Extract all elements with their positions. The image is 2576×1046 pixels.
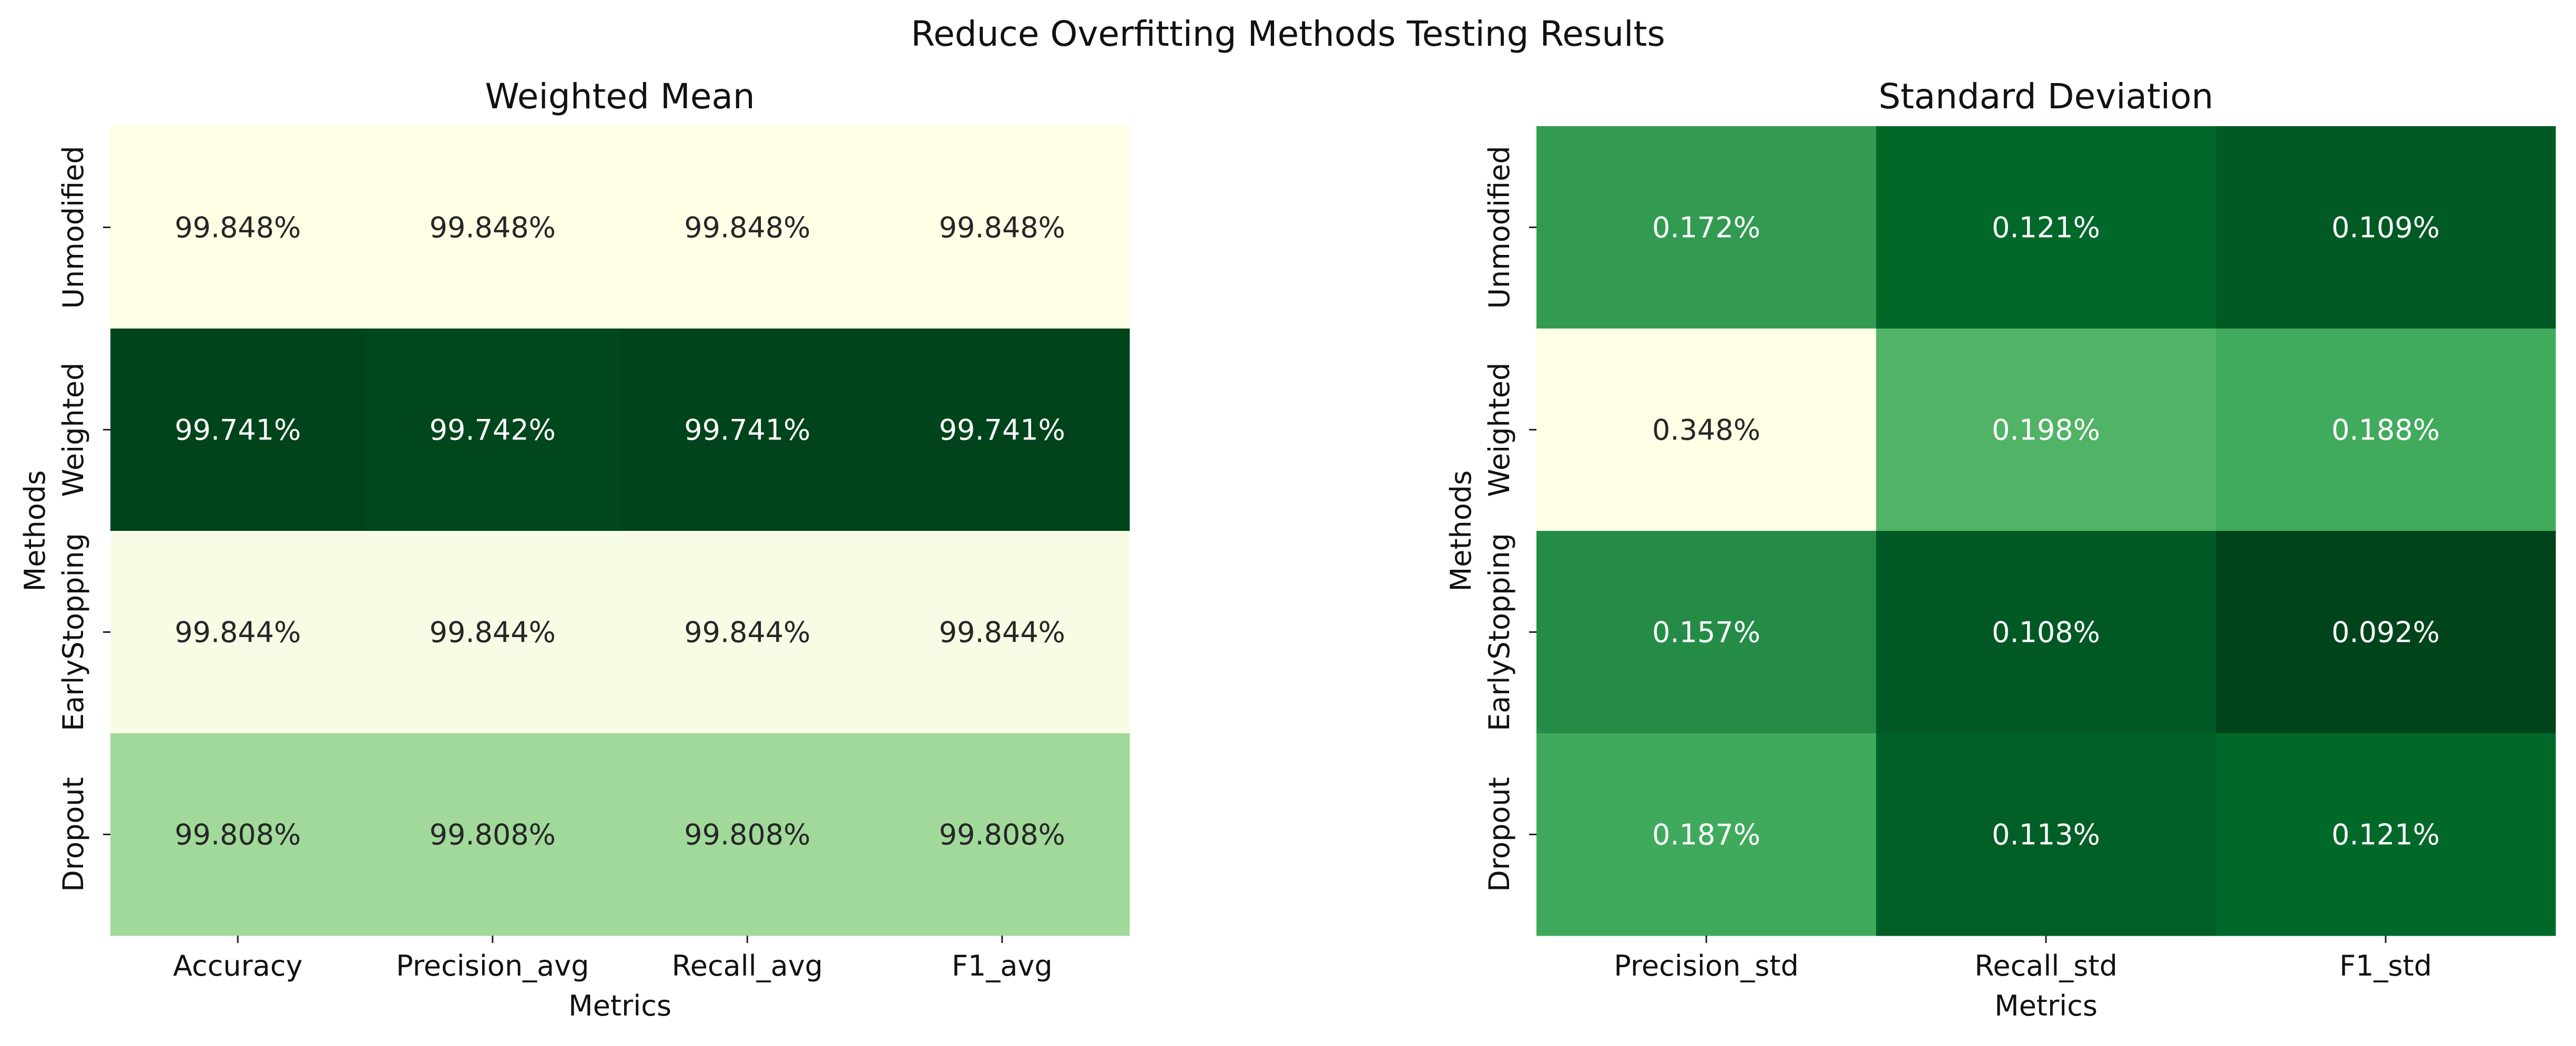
heatmap-cell <box>874 329 1130 531</box>
cell-value-label: 0.187% <box>1652 818 1760 852</box>
heatmap-cell <box>874 126 1130 329</box>
cell-value-label: 0.348% <box>1652 414 1760 447</box>
heatmap-cell <box>1536 126 1877 329</box>
y-tick-label: Weighted <box>1483 363 1516 497</box>
cell-value-label: 99.741% <box>684 414 810 447</box>
heatmap-cell <box>110 733 366 936</box>
figure-title: Reduce Overfitting Methods Testing Resul… <box>911 14 1665 54</box>
heatmap-cell <box>620 329 875 531</box>
heatmap-cell <box>874 733 1130 936</box>
heatmap-cell <box>1536 531 1877 734</box>
cell-value-label: 99.741% <box>175 414 301 447</box>
heatmap-cell <box>2216 329 2556 531</box>
panel-title: Weighted Mean <box>485 76 755 117</box>
cell-value-label: 99.844% <box>939 616 1065 649</box>
y-tick-label: Dropout <box>57 777 90 891</box>
heatmap-cell <box>2216 531 2556 734</box>
cell-value-label: 0.121% <box>2331 818 2440 852</box>
heatmap-cell <box>620 531 875 734</box>
cell-value-label: 99.848% <box>939 211 1065 244</box>
heatmap-cell <box>620 126 875 329</box>
cell-value-label: 99.808% <box>939 818 1065 852</box>
cell-value-label: 99.844% <box>684 616 810 649</box>
cell-value-label: 99.808% <box>175 818 301 852</box>
heatmap-cell <box>1876 329 2216 531</box>
panel-title: Standard Deviation <box>1879 76 2214 117</box>
x-axis-label: Metrics <box>1994 989 2098 1022</box>
y-tick-label: Unmodified <box>57 146 90 309</box>
x-tick-label: Precision_avg <box>396 949 589 982</box>
heatmap-cell <box>1876 531 2216 734</box>
y-axis-label: Methods <box>18 470 52 592</box>
heatmap-cell <box>1876 126 2216 329</box>
heatmap-cell <box>365 329 620 531</box>
heatmap-cell <box>874 531 1130 734</box>
y-tick-label: Weighted <box>57 363 90 497</box>
heatmap-panel-2: 0.172% 0.121% 0.109% 0.348% 0.198% 0.188% 0.15… <box>1444 76 2556 1022</box>
x-tick-label: F1_std <box>2339 949 2432 982</box>
heatmap-cell <box>1876 733 2216 936</box>
cell-value-label: 99.844% <box>430 616 556 649</box>
y-axis-label: Methods <box>1444 470 1478 592</box>
cell-value-label: 0.092% <box>2331 616 2440 649</box>
heatmap-cell <box>365 733 620 936</box>
cell-value-label: 0.121% <box>1992 211 2100 244</box>
cell-value-label: 0.113% <box>1992 818 2100 852</box>
heatmap-cell <box>110 126 366 329</box>
cell-value-label: 99.741% <box>939 414 1065 447</box>
heatmap-panel-1: 99.848% 99.848% 99.848% 99.848% 99.741% 99.74… <box>18 76 1130 1022</box>
heatmap-cell <box>365 126 620 329</box>
x-tick-label: Recall_avg <box>672 949 823 982</box>
heatmap-cell <box>1536 329 1877 531</box>
x-tick-label: F1_avg <box>952 949 1053 982</box>
cell-value-label: 99.742% <box>430 414 556 447</box>
x-axis-label: Metrics <box>568 989 671 1022</box>
cell-value-label: 99.808% <box>684 818 810 852</box>
y-tick-label: Dropout <box>1483 777 1516 891</box>
heatmap-cell <box>620 733 875 936</box>
heatmap-cell <box>2216 733 2556 936</box>
cell-value-label: 0.188% <box>2331 414 2440 447</box>
cell-value-label: 0.198% <box>1992 414 2100 447</box>
y-tick-label: EarlyStopping <box>57 533 90 731</box>
x-tick-label: Accuracy <box>173 949 303 982</box>
cell-value-label: 0.157% <box>1652 616 1760 649</box>
cell-value-label: 99.848% <box>430 211 556 244</box>
cell-value-label: 99.844% <box>175 616 301 649</box>
heatmap-cell <box>1536 733 1877 936</box>
cell-value-label: 0.172% <box>1652 211 1760 244</box>
y-tick-label: EarlyStopping <box>1483 533 1516 731</box>
cell-value-label: 0.109% <box>2331 211 2440 244</box>
cell-value-label: 99.848% <box>684 211 810 244</box>
heatmap-cell <box>110 329 366 531</box>
heatmap-cell <box>365 531 620 734</box>
x-tick-label: Recall_std <box>1974 949 2117 982</box>
cell-value-label: 99.848% <box>175 211 301 244</box>
cell-value-label: 99.808% <box>430 818 556 852</box>
heatmap-cell <box>110 531 366 734</box>
heatmap-cell <box>2216 126 2556 329</box>
cell-value-label: 0.108% <box>1992 616 2100 649</box>
y-tick-label: Unmodified <box>1483 146 1516 309</box>
x-tick-label: Precision_std <box>1614 949 1799 982</box>
